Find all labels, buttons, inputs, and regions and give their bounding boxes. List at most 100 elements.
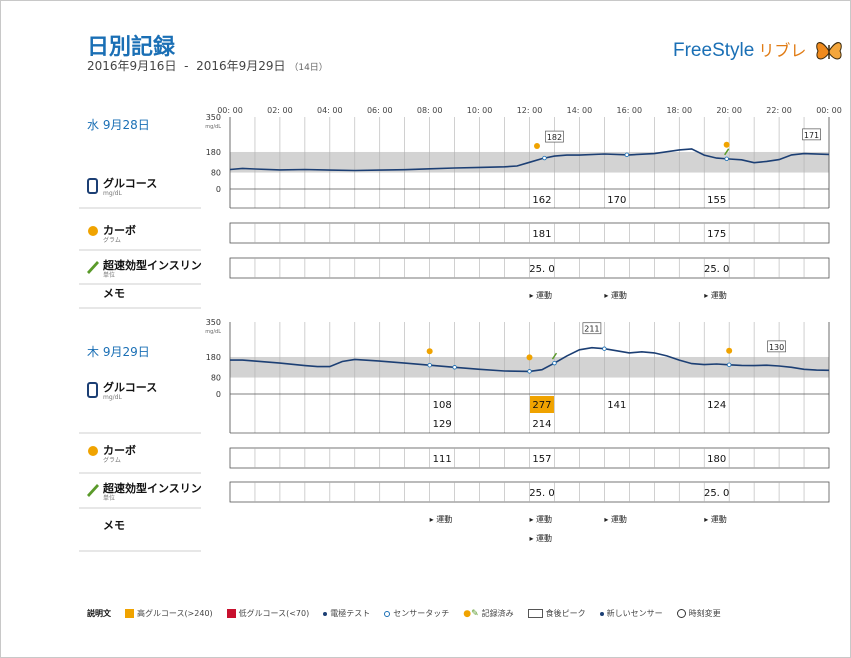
post-meal-peak-value: 211 [584, 325, 599, 334]
y-tick-label: 180 [206, 148, 221, 157]
row-unit-insulin: 単位 [103, 271, 115, 279]
legend-item-low: 低グルコース(<70) [226, 608, 310, 619]
butterfly-icon [815, 42, 842, 60]
day-label: 水 9月28日 [87, 118, 150, 132]
insulin-pen-icon [87, 484, 99, 497]
legend-label: センサータッチ [393, 609, 450, 618]
y-unit-label: mg/dL [205, 124, 221, 130]
legend-item-time-change: 時刻変更 [676, 608, 721, 619]
blood-test-dot-icon [323, 611, 328, 616]
glucose-line [230, 346, 830, 373]
y-tick-label: 180 [206, 353, 221, 362]
date-range-start: 2016年9月16日 [87, 59, 177, 73]
memo-text: ▸ 運動 [530, 515, 553, 524]
row-unit-carbs: グラム [103, 456, 121, 464]
memo-text: ▸ 運動 [704, 291, 727, 300]
time-tick-label: 14: 00 [567, 106, 593, 115]
post-meal-peak-icon [527, 609, 543, 618]
day-label: 木 9月29日 [87, 345, 150, 359]
high-glucose-square-icon [125, 609, 134, 618]
row-label-carbs: カーボ [103, 223, 136, 237]
row-unit-glucose: mg/dL [103, 190, 122, 197]
high-glucose-highlight [529, 396, 554, 413]
insulin-value: 25. 0 [529, 264, 554, 275]
sensor-scan-point [602, 346, 607, 351]
meal-note-icon [526, 354, 533, 361]
post-meal-peak-box [582, 322, 602, 335]
carbs-value: 181 [532, 229, 551, 240]
y-tick-label: 80 [211, 169, 221, 178]
legend-label: 低グルコース(<70) [238, 609, 310, 618]
legend-label: 食後ピーク [545, 609, 586, 618]
legend-item-note: ●✎ 記録済み [463, 608, 513, 619]
brand-logo: FreeStyle リブレ [673, 37, 844, 65]
meal-note-icon [426, 348, 433, 355]
memo-text: ▸ 運動 [530, 534, 553, 543]
time-tick-label: 06: 00 [367, 106, 393, 115]
glucose-reading-value: 162 [532, 195, 551, 206]
low-glucose-square-icon [226, 609, 236, 618]
time-tick-label: 22: 00 [766, 106, 792, 115]
row-unit-insulin: 単位 [103, 494, 115, 502]
sensor-scan-dot-icon [384, 610, 391, 617]
time-tick-label: 18: 00 [666, 106, 692, 115]
row-unit-glucose: mg/dL [103, 394, 122, 401]
carbs-value: 175 [707, 229, 726, 240]
row-unit-carbs: グラム [103, 236, 121, 244]
legend: 説明文 高グルコース(>240) 低グルコース(<70) 電極テスト センサータ… [87, 608, 721, 619]
insulin-value: 25. 0 [529, 488, 554, 499]
row-label-insulin: 超速効型インスリン [102, 258, 202, 272]
legend-label: 新しいセンサー [606, 609, 663, 618]
time-change-icon [676, 609, 686, 618]
glucose-reading-value: 141 [607, 400, 626, 411]
legend-item-new-sensor: 新しいセンサー [599, 608, 663, 619]
legend-item-high: 高グルコース(>240) [125, 608, 213, 619]
page-title: 日別記録 [87, 35, 176, 60]
row-label-memo: メモ [103, 287, 125, 300]
daily-chart: 00: 00 02: 00 04: 00 06: 00 08: 00 10: 00 12: … [79, 106, 842, 552]
date-range-days: （14日） [289, 63, 328, 73]
time-tick-label: 20: 00 [716, 106, 742, 115]
y-tick-label: 350 [206, 318, 221, 327]
meal-note-icon [723, 141, 730, 148]
date-range-end: 2016年9月29日 [196, 59, 286, 73]
insulin-value: 25. 0 [704, 488, 729, 499]
row-label-memo: メモ [103, 519, 125, 532]
carbs-apple-icon [88, 446, 98, 456]
meal-note-icon [533, 143, 540, 150]
post-meal-peak-value: 171 [804, 131, 819, 140]
post-meal-peak-box [802, 128, 821, 141]
time-tick-label: 02: 00 [267, 106, 293, 115]
row-label-glucose: グルコース [103, 176, 157, 190]
y-tick-label: 350 [206, 113, 221, 122]
row-label-insulin: 超速効型インスリン [102, 481, 202, 495]
reader-device-icon [87, 178, 98, 194]
glucose-reading-value: 170 [607, 195, 626, 206]
row-label-carbs: カーボ [103, 443, 136, 457]
legend-label: 高グルコース(>240) [137, 609, 213, 618]
sensor-scan-point [624, 152, 630, 157]
memo-text: ▸ 運動 [704, 515, 727, 524]
sensor-scan-point [552, 360, 557, 366]
glucose-reading-value: 129 [433, 419, 452, 430]
time-tick-label: 16: 00 [617, 106, 643, 115]
y-tick-label: 0 [216, 185, 221, 194]
legend-item-scan: センサータッチ [384, 608, 449, 619]
time-tick-label: 12: 00 [517, 106, 543, 115]
carbs-value: 157 [532, 454, 551, 465]
legend-label: 時刻変更 [688, 609, 721, 618]
sensor-scan-point [726, 362, 732, 367]
time-tick-label: 00: 00 [816, 106, 842, 115]
time-tick-label: 04: 00 [317, 106, 343, 115]
sensor-scan-point [527, 369, 532, 374]
post-meal-peak-box [545, 130, 564, 143]
glucose-reading-value: 108 [433, 400, 452, 411]
time-tick-label: 10: 00 [467, 106, 493, 115]
date-range-sep: - [184, 59, 189, 73]
memo-text: ▸ 運動 [604, 291, 627, 300]
post-meal-peak-value: 130 [769, 343, 784, 352]
brand-name: FreeStyle [673, 40, 755, 62]
legend-item-peak: 食後ピーク [527, 608, 586, 619]
y-tick-label: 0 [216, 390, 221, 399]
insulin-value: 25. 0 [704, 264, 729, 275]
